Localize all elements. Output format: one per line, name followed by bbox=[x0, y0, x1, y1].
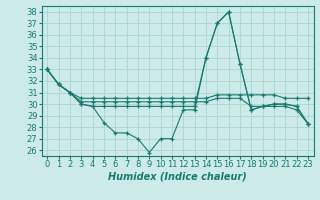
X-axis label: Humidex (Indice chaleur): Humidex (Indice chaleur) bbox=[108, 172, 247, 182]
